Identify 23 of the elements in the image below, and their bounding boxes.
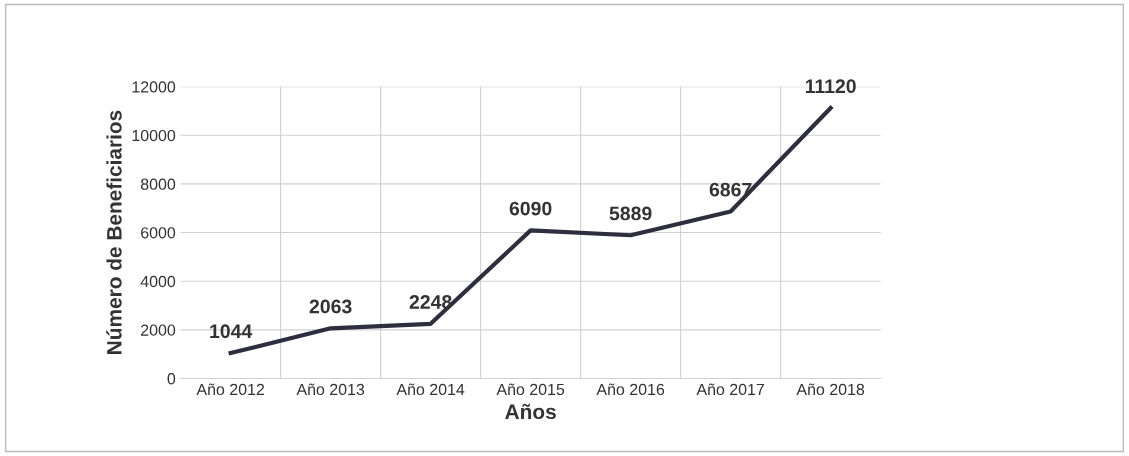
- y-tick-label: 10000: [132, 129, 176, 142]
- y-axis-title: Número de Beneficiarios: [106, 110, 122, 354]
- data-label: 1044: [210, 324, 253, 339]
- y-tick-label: 4000: [140, 275, 176, 288]
- x-tick-label: Año 2012: [196, 383, 265, 396]
- y-tick-label: 12000: [132, 81, 176, 93]
- data-label: 6090: [509, 201, 552, 216]
- x-tick-label: Año 2015: [496, 383, 565, 396]
- x-axis-title: Años: [505, 403, 556, 420]
- x-tick-label: Año 2014: [396, 383, 465, 396]
- y-tick-label: 0: [167, 373, 176, 385]
- y-tick-label: 6000: [141, 227, 176, 239]
- x-tick-label: Año 2016: [596, 383, 665, 396]
- x-tick-label: Año 2017: [696, 383, 765, 396]
- data-label: 6867: [709, 182, 752, 197]
- y-tick-label: 2000: [141, 324, 176, 336]
- data-label: 11120: [805, 79, 856, 94]
- data-label: 5889: [609, 206, 652, 221]
- x-tick-label: Año 2013: [296, 383, 365, 396]
- x-tick-label: Año 2018: [796, 383, 865, 396]
- data-label: 2248: [409, 295, 452, 309]
- y-tick-label: 8000: [140, 178, 176, 190]
- data-label: 2063: [309, 299, 352, 314]
